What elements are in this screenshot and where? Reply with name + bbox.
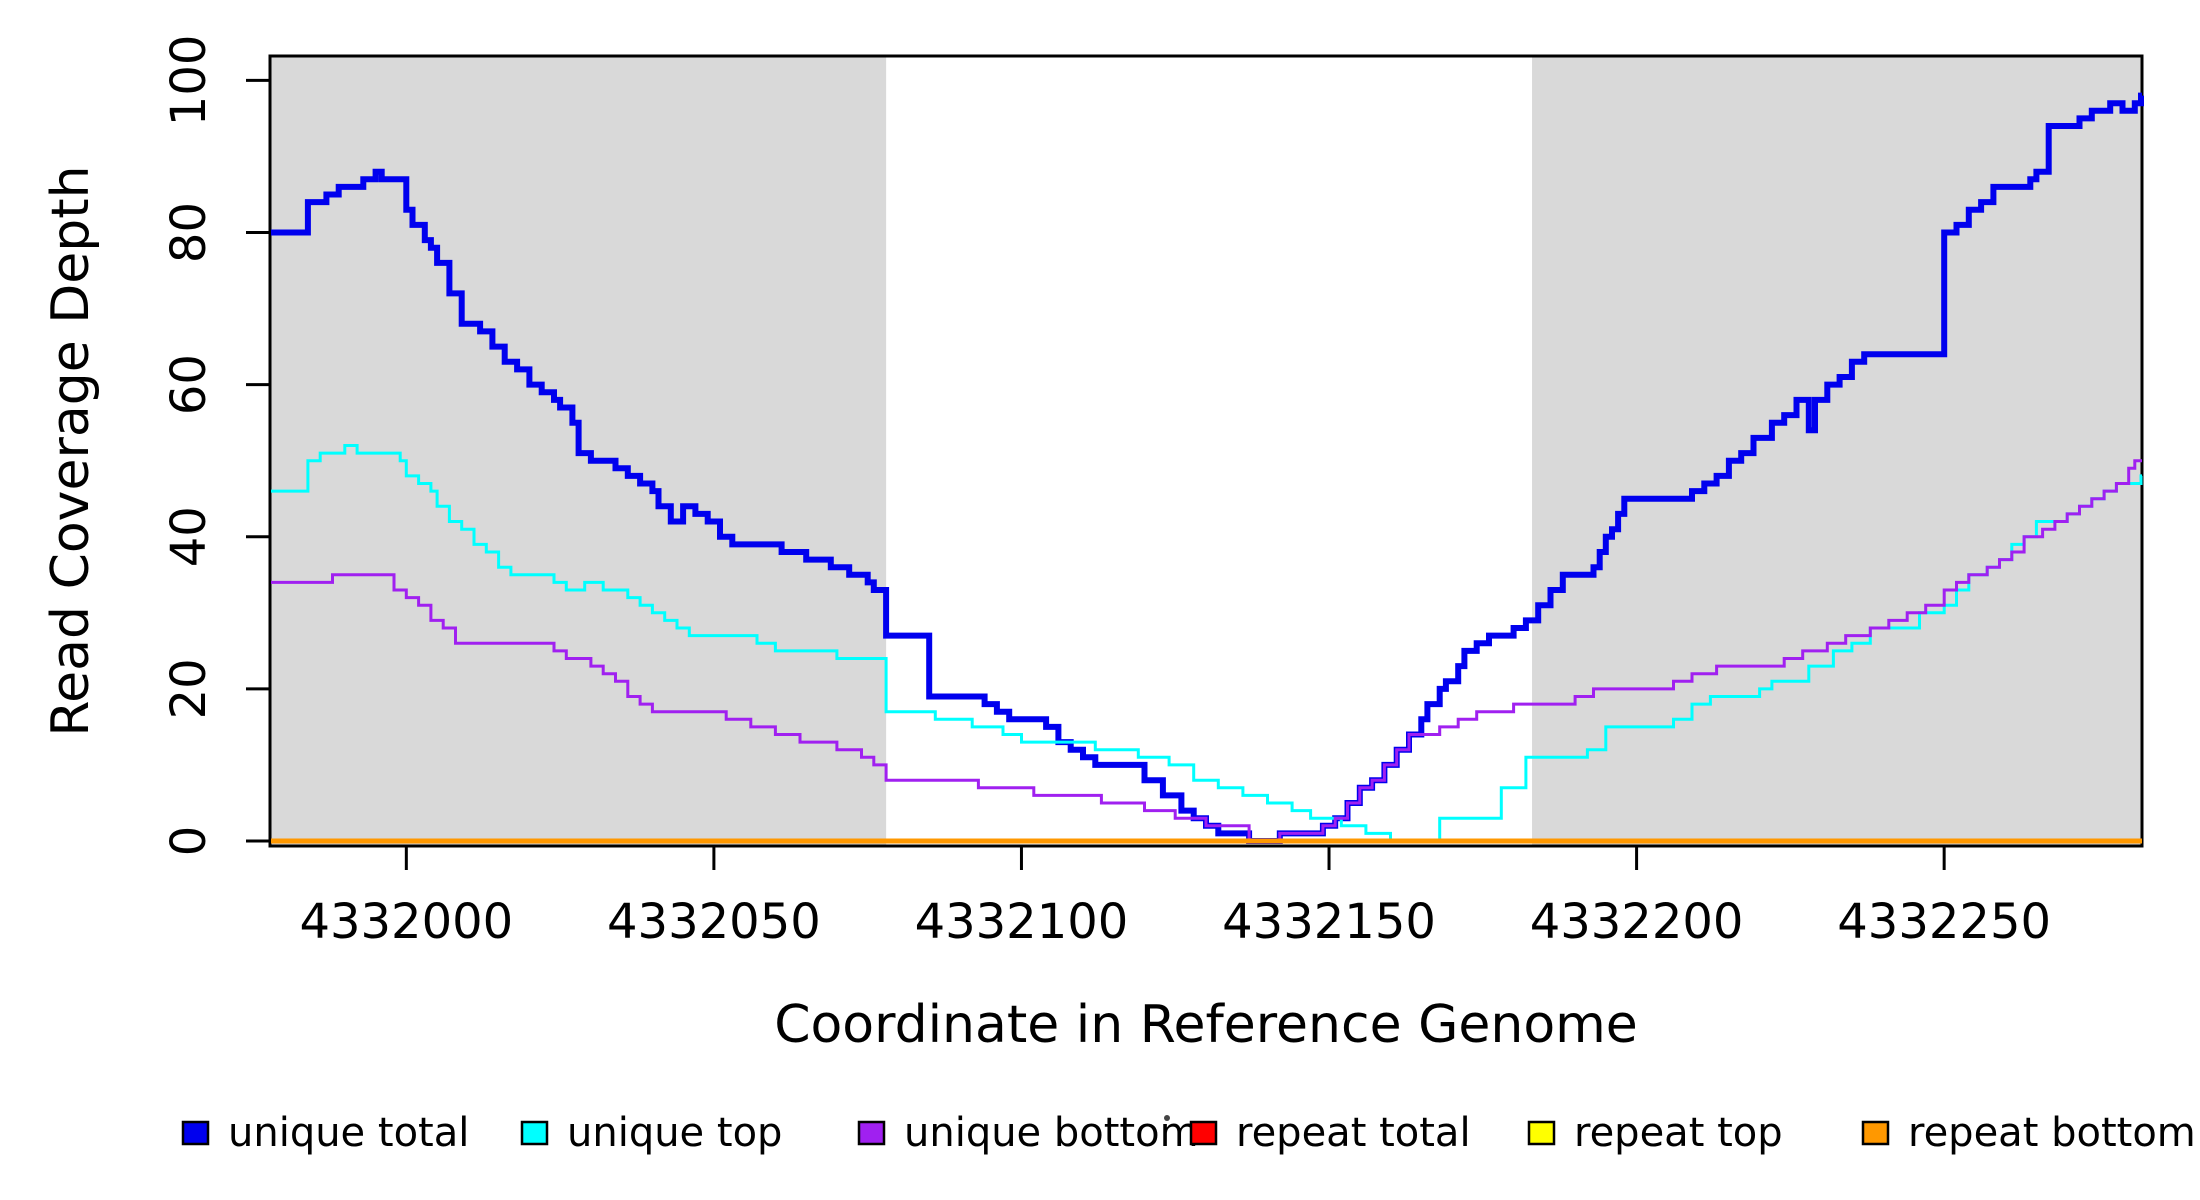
legend-label-repeat-total: repeat total	[1236, 1110, 1471, 1156]
x-tick-label: 4332250	[1837, 894, 2051, 950]
x-axis-title: Coordinate in Reference Genome	[774, 995, 1638, 1055]
legend-label-repeat-top: repeat top	[1574, 1110, 1783, 1156]
plot-frame	[268, 54, 2144, 848]
legend-swatch-unique-bottom	[857, 1120, 886, 1146]
legend-item-repeat-total: repeat total	[1189, 1110, 1471, 1156]
y-axis-title: Read Coverage Depth	[41, 165, 101, 736]
series-line-unique-bottom	[271, 459, 2142, 843]
legend-swatch-unique-total	[181, 1120, 210, 1146]
y-tick-label: 0	[161, 826, 217, 857]
legend-swatch-repeat-top	[1527, 1120, 1556, 1146]
y-tick-label: 60	[161, 354, 217, 415]
x-tick-label: 4332200	[1530, 894, 1744, 950]
y-tick-label: 80	[161, 202, 217, 263]
legend-swatch-repeat-total	[1189, 1120, 1218, 1146]
y-tick-label: 100	[161, 35, 217, 127]
legend-item-repeat-bottom: repeat bottom	[1861, 1110, 2196, 1156]
stray-dot	[1164, 1115, 1170, 1121]
legend-item-repeat-top: repeat top	[1527, 1110, 1783, 1156]
legend-label-repeat-bottom: repeat bottom	[1908, 1110, 2196, 1156]
legend-item-unique-top: unique top	[520, 1110, 782, 1156]
y-tick-label: 40	[161, 506, 217, 567]
y-tick-label: 20	[161, 658, 217, 719]
legend-label-unique-bottom: unique bottom	[904, 1110, 1199, 1156]
series-line-unique-top	[271, 444, 2143, 843]
shaded-region	[1532, 56, 2141, 846]
legend-swatch-repeat-bottom	[1861, 1120, 1890, 1146]
legend-label-unique-total: unique total	[228, 1110, 469, 1156]
legend-item-unique-bottom: unique bottom	[857, 1110, 1199, 1156]
legend-swatch-unique-top	[520, 1120, 549, 1146]
legend-label-unique-top: unique top	[567, 1110, 782, 1156]
x-tick-label: 4332150	[1222, 894, 1436, 950]
x-tick-label: 4332050	[607, 894, 821, 950]
x-tick-label: 4332000	[299, 894, 513, 950]
x-tick-label: 4332100	[915, 894, 1129, 950]
legend-item-unique-total: unique total	[181, 1110, 469, 1156]
